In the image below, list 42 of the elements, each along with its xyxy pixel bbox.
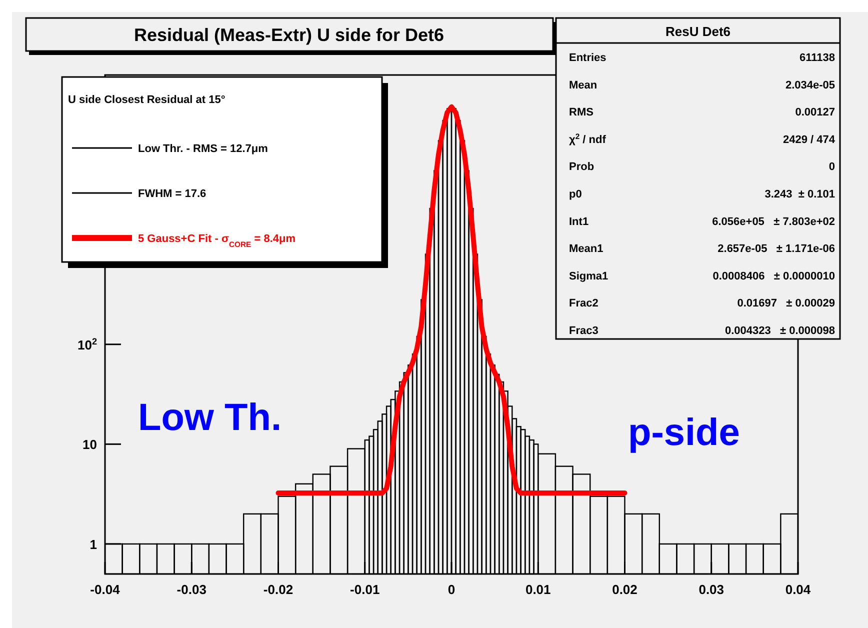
x-tick-label: 0.03 — [698, 582, 724, 597]
x-tick-label: 0.01 — [525, 582, 551, 597]
text: Low Thr. - RMS = 12.7μm — [138, 143, 268, 155]
y-tick-label: 10 — [82, 437, 97, 452]
legend-title: U side Closest Residual at 15° — [68, 94, 226, 106]
text: 611138 — [800, 52, 835, 64]
x-tick-label: 0 — [448, 582, 456, 597]
text: 0 — [828, 161, 835, 174]
annotation: Low Th. — [138, 397, 282, 439]
annotation: p-side — [628, 412, 740, 454]
annotation: Frac2 — [569, 298, 598, 310]
x-tick-label: 0.02 — [612, 582, 638, 597]
annotation: FWHM = 17.6 — [138, 188, 206, 200]
annotation: 2.657e-05 ± 1.171e-06 — [718, 243, 835, 256]
annotation: 2.034e-05 — [785, 79, 835, 92]
x-tick-label: -0.02 — [263, 582, 294, 597]
annotation: p0 — [569, 188, 582, 200]
y-tick-label: 1 — [90, 536, 97, 552]
annotation: 2429 / 474 — [783, 134, 836, 146]
annotation: RMS — [569, 106, 594, 119]
annotation: Frac3 — [569, 325, 598, 337]
annotation: Sigma1 — [569, 270, 608, 282]
x-tick-label: -0.01 — [350, 582, 380, 597]
text: 5 Gauss+C Fit - σ$_{CORE}$ = 8.4μm — [138, 233, 296, 248]
annotation: 6.056e+05 ± 7.803e+02 — [712, 216, 835, 228]
annotation: 0.004323 ± 0.000098 — [724, 325, 835, 337]
x-tick-label: 0.04 — [785, 582, 812, 597]
annotation: 0.00127 — [795, 106, 835, 119]
text: ResU Det6 — [665, 24, 731, 39]
annotation: χ$^{2}$ / ndf — [569, 131, 606, 146]
annotation: Prob — [569, 161, 594, 174]
annotation: Int1 — [569, 216, 589, 228]
annotation: 0.0008406 ± 0.0000010 — [712, 270, 835, 282]
annotation: 0.01697 ± 0.00029 — [737, 298, 835, 310]
chart-title: Residual (Meas-Extr) U side for Det6 — [134, 25, 444, 45]
annotation: Mean1 — [569, 243, 604, 256]
annotation: 3.243 ± 0.101 — [764, 188, 835, 200]
x-tick-label: -0.04 — [90, 582, 121, 597]
text: Entries — [569, 52, 606, 64]
x-tick-label: -0.03 — [176, 582, 206, 597]
y-tick-label: 10$^{2}$ — [77, 336, 97, 352]
annotation: Mean — [569, 79, 598, 92]
